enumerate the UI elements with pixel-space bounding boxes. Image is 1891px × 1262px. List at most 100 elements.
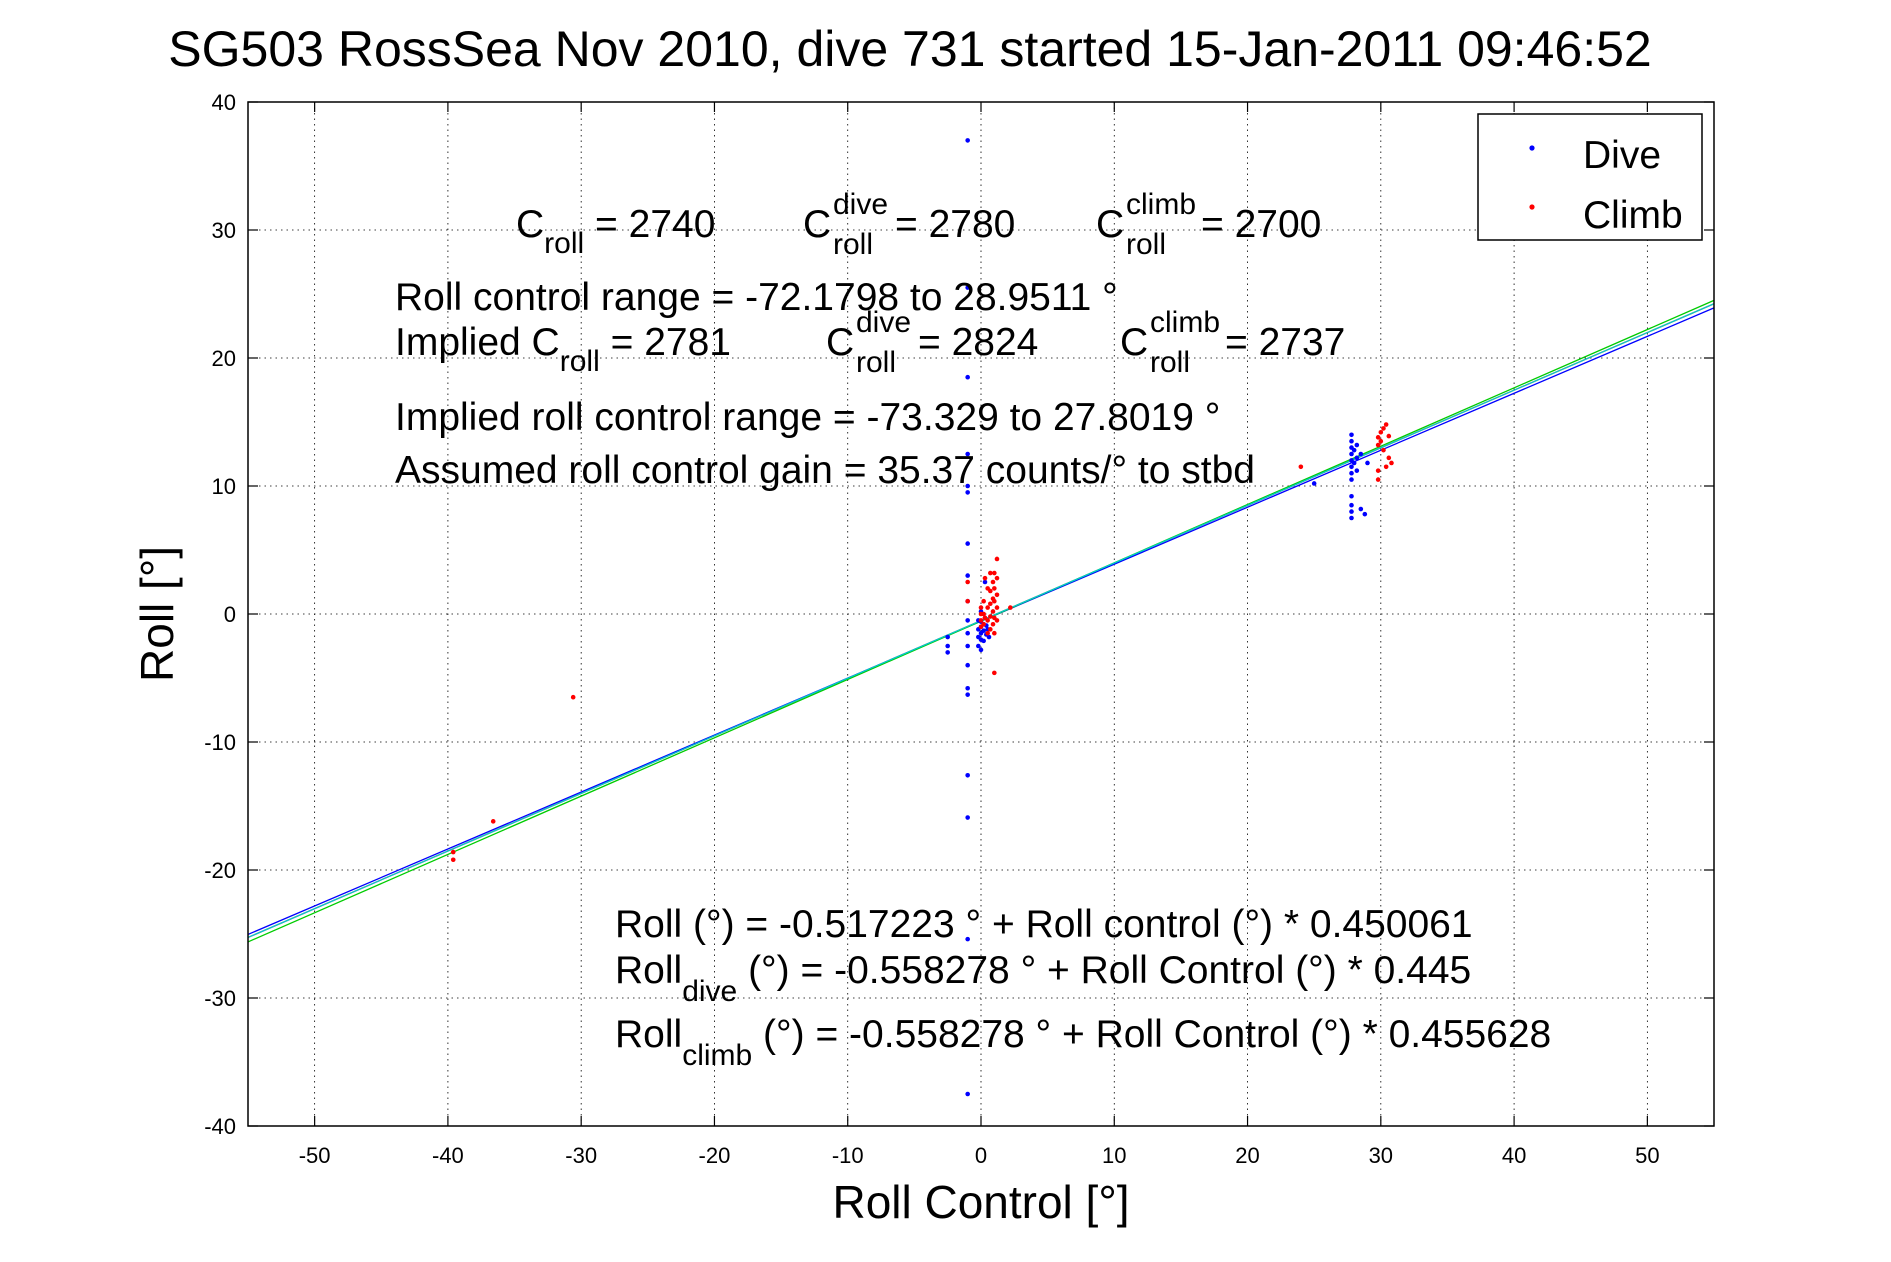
climb-point xyxy=(994,575,1000,581)
annotation-implied-c-roll-dive-sup: dive xyxy=(856,306,911,339)
dive-point xyxy=(1349,464,1354,470)
annotation-fit-block: Roll (°) = -0.517223 ° + Roll control (°… xyxy=(615,903,1551,1072)
series-climb xyxy=(450,422,1394,863)
climb-point xyxy=(988,627,993,632)
dive-point xyxy=(981,638,986,644)
dive-point xyxy=(965,692,970,697)
y-tick-label: -40 xyxy=(204,1114,236,1139)
climb-point xyxy=(1375,468,1381,473)
dive-point xyxy=(965,772,970,778)
climb-point xyxy=(1381,426,1386,431)
climb-point xyxy=(992,630,997,636)
annotation-fit-dive: Rolldive (°) = -0.558278 ° + Roll Contro… xyxy=(615,949,1471,1008)
climb-point xyxy=(988,570,993,576)
dive-point xyxy=(965,573,970,578)
climb-point xyxy=(1386,455,1392,461)
dive-point xyxy=(1311,481,1317,486)
climb-point xyxy=(981,611,986,617)
legend-climb-marker xyxy=(1529,204,1535,210)
climb-point xyxy=(994,618,1000,623)
annotation-c-roll-climb: C xyxy=(1096,203,1124,246)
annotation-implied-c-roll-climb-sup: climb xyxy=(1150,306,1220,339)
climb-point xyxy=(988,601,993,607)
climb-point xyxy=(985,618,990,623)
annotation-fit-all: Roll (°) = -0.517223 ° + Roll control (°… xyxy=(615,903,1473,946)
climb-point xyxy=(1375,477,1381,482)
climb-point xyxy=(990,621,996,627)
dive-point xyxy=(1354,468,1360,473)
climb-point xyxy=(1298,464,1304,470)
climb-point xyxy=(981,621,986,627)
annotation-c-roll-dive-sub: roll xyxy=(833,228,873,261)
dive-point xyxy=(1358,506,1364,512)
annotation-implied-c-roll-dive-sub: roll xyxy=(856,346,896,379)
annotation-implied-c-roll-climb: C xyxy=(1120,321,1148,364)
dive-point xyxy=(965,630,970,636)
dive-point xyxy=(982,579,988,585)
dive-point xyxy=(978,647,984,653)
y-axis-label: Roll [°] xyxy=(131,546,183,682)
x-tick-label: 10 xyxy=(1102,1143,1126,1168)
dive-point xyxy=(965,541,970,546)
dive-point xyxy=(965,451,970,457)
dive-point xyxy=(1349,515,1354,521)
climb-point xyxy=(450,849,456,855)
dive-point xyxy=(1349,438,1354,444)
axis-ticks: -50 -40 -30 -20 -10 0 10 20 30 40 50 -40 -30 -20 -10 0 1… xyxy=(204,90,1714,1168)
y-tick-label: 20 xyxy=(212,346,236,371)
dive-point xyxy=(1354,455,1360,461)
dive-point xyxy=(965,138,970,143)
climb-point xyxy=(994,592,1000,598)
dive-point xyxy=(1349,432,1354,438)
y-tick-label: -20 xyxy=(204,858,236,883)
axes-box xyxy=(247,101,1715,1127)
climb-point xyxy=(988,614,993,619)
dive-point xyxy=(1354,442,1360,448)
climb-point xyxy=(990,579,996,585)
climb-point xyxy=(985,630,990,636)
dive-point xyxy=(1349,451,1354,457)
dive-point xyxy=(1362,511,1368,517)
dive-point xyxy=(965,1091,970,1097)
dive-point xyxy=(981,628,986,633)
annotation-roll-control-range: Roll control range = -72.1798 to 28.9511… xyxy=(395,276,1118,319)
x-tick-label: -10 xyxy=(832,1143,864,1168)
annotation-implied-range: Implied roll control range = -73.329 to … xyxy=(395,396,1220,439)
x-axis-label: Roll Control [°] xyxy=(832,1176,1129,1228)
annotation-implied-c-roll-dive: C xyxy=(826,321,854,364)
climb-point xyxy=(490,819,496,824)
climb-point xyxy=(570,694,576,700)
dive-point xyxy=(1351,460,1357,466)
dive-point xyxy=(976,643,981,649)
climb-point xyxy=(982,575,988,581)
dive-point xyxy=(945,650,950,655)
y-tick-label: -30 xyxy=(204,986,236,1011)
legend-box xyxy=(1477,113,1703,241)
x-tick-label: -30 xyxy=(565,1143,597,1168)
climb-point xyxy=(992,598,997,604)
y-tick-label: 10 xyxy=(212,474,236,499)
climb-point xyxy=(1378,438,1384,444)
dive-point xyxy=(1349,470,1354,476)
dive-point xyxy=(945,634,950,640)
climb-point xyxy=(990,609,996,614)
x-tick-label: -50 xyxy=(299,1143,331,1168)
legend-dive-label: Dive xyxy=(1583,134,1661,177)
dive-point xyxy=(965,815,970,820)
x-tick-label: 40 xyxy=(1502,1143,1526,1168)
x-tick-label: -20 xyxy=(699,1143,731,1168)
dive-point xyxy=(1349,477,1354,482)
annotation-c-roll-climb-value: = 2700 xyxy=(1201,203,1321,246)
dive-point xyxy=(965,483,970,489)
x-tick-label: 0 xyxy=(975,1143,987,1168)
y-tick-label: -10 xyxy=(204,730,236,755)
dive-point xyxy=(965,662,970,668)
dive-point xyxy=(1349,493,1354,499)
dive-point xyxy=(965,643,970,649)
climb-point xyxy=(1389,460,1394,466)
dive-point xyxy=(1351,447,1357,453)
climb-point xyxy=(992,670,997,676)
climb-point xyxy=(994,556,1000,562)
climb-point xyxy=(1008,605,1013,610)
dive-point xyxy=(945,643,950,649)
